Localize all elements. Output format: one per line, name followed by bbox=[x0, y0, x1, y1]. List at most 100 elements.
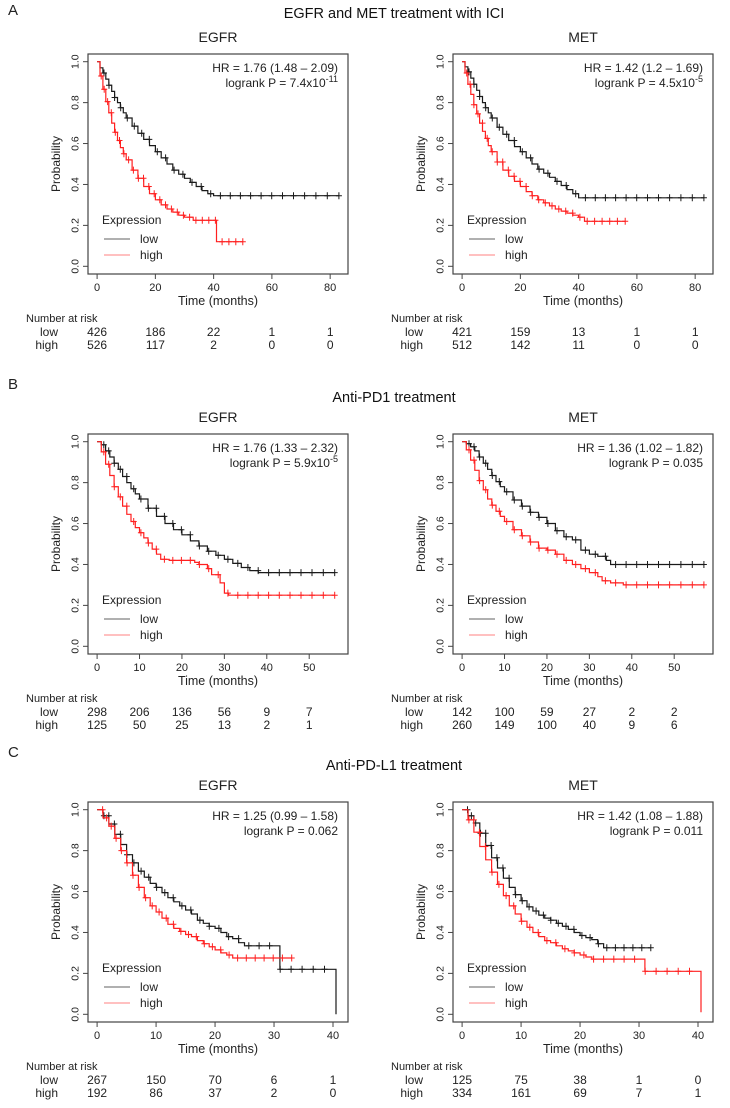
risk-value: 7 bbox=[306, 705, 313, 719]
x-tick-label: 80 bbox=[689, 282, 701, 294]
logrank-base: logrank P = 4.5x10 bbox=[595, 76, 696, 90]
section-letter-A: A bbox=[8, 2, 19, 19]
y-tick-label: 0.0 bbox=[435, 639, 447, 654]
x-tick-label: 50 bbox=[303, 662, 315, 674]
censor-marks-high bbox=[465, 816, 693, 975]
legend-title: Expression bbox=[102, 213, 161, 227]
x-axis-title: Time (months) bbox=[543, 674, 623, 688]
plot-frame bbox=[87, 53, 349, 275]
y-tick-label: 0.6 bbox=[435, 884, 447, 899]
x-tick-label: 0 bbox=[94, 662, 100, 674]
risk-value: 56 bbox=[218, 705, 232, 719]
logrank-annotation: logrank P = 0.035 bbox=[609, 456, 704, 470]
risk-value: 334 bbox=[452, 1086, 472, 1100]
risk-value: 260 bbox=[452, 718, 472, 732]
risk-value: 1 bbox=[306, 718, 313, 732]
plot-frame bbox=[452, 801, 714, 1023]
plot-frame bbox=[452, 433, 714, 655]
legend-title: Expression bbox=[102, 961, 161, 975]
y-tick-label: 0.6 bbox=[70, 136, 82, 151]
x-tick-label: 20 bbox=[541, 662, 553, 674]
panel-title: MET bbox=[568, 29, 598, 45]
y-tick-label: 0.2 bbox=[435, 966, 447, 981]
logrank-base: logrank P = 0.011 bbox=[610, 824, 704, 838]
risk-value: 1 bbox=[695, 1086, 702, 1100]
risk-value: 142 bbox=[510, 338, 530, 352]
risk-value: 1 bbox=[636, 1073, 643, 1087]
legend-title: Expression bbox=[467, 961, 526, 975]
y-tick-label: 0.6 bbox=[435, 136, 447, 151]
risk-value: 1 bbox=[269, 325, 276, 339]
panel-row-A: EGFR 1.0 0.8 0.6 0.4 0.2 0.0 Probability 0 20 40 60… bbox=[0, 28, 730, 360]
risk-value: 117 bbox=[146, 338, 165, 352]
x-tick-label: 0 bbox=[459, 1030, 465, 1042]
plot-frame bbox=[452, 53, 714, 275]
risk-row-label-low: low bbox=[405, 325, 423, 339]
risk-row-label-low: low bbox=[40, 325, 58, 339]
censor-marks-high bbox=[463, 69, 629, 225]
y-tick-label: 0.6 bbox=[70, 516, 82, 531]
risk-value: 86 bbox=[149, 1086, 163, 1100]
risk-value: 421 bbox=[452, 325, 472, 339]
risk-value: 2 bbox=[263, 718, 270, 732]
plot-frame bbox=[87, 801, 349, 1023]
x-tick-label: 0 bbox=[459, 662, 465, 674]
y-tick-label: 0.2 bbox=[435, 598, 447, 613]
risk-row-label-low: low bbox=[40, 705, 58, 719]
logrank-annotation: logrank P = 5.9x10-5 bbox=[230, 454, 338, 470]
risk-row-label-high: high bbox=[400, 718, 423, 732]
y-tick-label: 1.0 bbox=[70, 434, 82, 449]
x-tick-label: 40 bbox=[327, 1030, 339, 1042]
risk-value: 0 bbox=[269, 338, 276, 352]
y-tick-label: 0.0 bbox=[435, 259, 447, 274]
risk-table-header: Number at risk bbox=[26, 693, 98, 705]
risk-value: 0 bbox=[695, 1073, 702, 1087]
censor-marks-low bbox=[466, 68, 707, 202]
legend-label-low: low bbox=[140, 980, 158, 994]
logrank-exponent: -11 bbox=[326, 74, 338, 84]
risk-value: 27 bbox=[583, 705, 597, 719]
y-tick-label: 0.8 bbox=[435, 475, 447, 490]
legend-label-low: low bbox=[140, 232, 158, 246]
km-curve-high bbox=[462, 809, 702, 1013]
y-tick-label: 0.6 bbox=[70, 884, 82, 899]
panel-title: EGFR bbox=[199, 29, 238, 45]
risk-value: 426 bbox=[87, 325, 107, 339]
legend-label-high: high bbox=[505, 628, 528, 642]
risk-value: 2 bbox=[210, 338, 217, 352]
risk-value: 7 bbox=[636, 1086, 643, 1100]
x-tick-label: 60 bbox=[631, 282, 643, 294]
risk-value: 37 bbox=[208, 1086, 222, 1100]
y-tick-label: 0.2 bbox=[70, 966, 82, 981]
y-axis-title: Probability bbox=[414, 884, 428, 940]
y-axis-title: Probability bbox=[49, 516, 63, 572]
risk-value: 1 bbox=[327, 325, 334, 339]
legend-label-high: high bbox=[140, 996, 163, 1010]
risk-value: 13 bbox=[572, 325, 586, 339]
censor-marks-high bbox=[98, 72, 246, 246]
km-plot-A-MET: MET 1.0 0.8 0.6 0.4 0.2 0.0 Probability 0 20 40 60 8… bbox=[391, 29, 714, 352]
censor-marks-low bbox=[101, 69, 342, 200]
legend-label-low: low bbox=[505, 232, 523, 246]
y-axis-title: Probability bbox=[414, 516, 428, 572]
risk-value: 38 bbox=[573, 1073, 587, 1087]
risk-value: 9 bbox=[263, 705, 270, 719]
x-tick-label: 30 bbox=[268, 1030, 280, 1042]
risk-table-header: Number at risk bbox=[26, 313, 98, 325]
x-tick-label: 10 bbox=[515, 1030, 527, 1042]
x-tick-label: 0 bbox=[459, 282, 465, 294]
section-letter-C: C bbox=[8, 744, 19, 761]
y-tick-label: 0.0 bbox=[70, 639, 82, 654]
risk-value: 22 bbox=[207, 325, 221, 339]
legend-title: Expression bbox=[102, 593, 161, 607]
section-C: C Anti-PD-L1 treatment EGFR 1.0 0.8 0.6 0.4 0… bbox=[0, 742, 730, 1100]
y-tick-label: 0.8 bbox=[70, 95, 82, 110]
y-tick-label: 0.2 bbox=[70, 218, 82, 233]
y-tick-label: 0.4 bbox=[435, 557, 447, 572]
logrank-exponent: -5 bbox=[695, 74, 703, 84]
y-tick-label: 1.0 bbox=[435, 54, 447, 69]
y-tick-label: 0.8 bbox=[70, 475, 82, 490]
logrank-annotation: logrank P = 0.062 bbox=[244, 824, 339, 838]
risk-row-label-high: high bbox=[35, 718, 58, 732]
x-tick-label: 40 bbox=[261, 662, 273, 674]
